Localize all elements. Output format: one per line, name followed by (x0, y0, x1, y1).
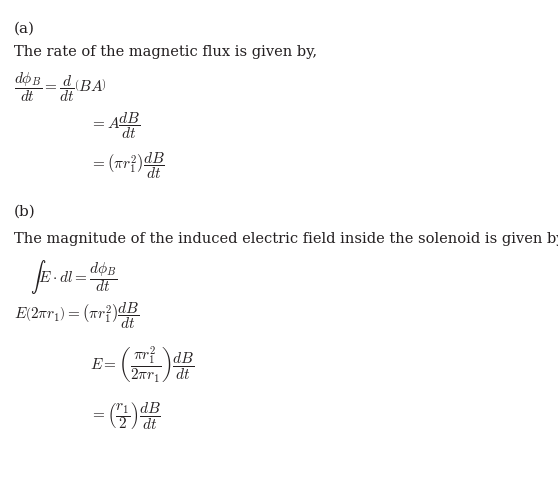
Text: $= A\dfrac{dB}{dt}$: $= A\dfrac{dB}{dt}$ (90, 110, 140, 141)
Text: $E = \left(\dfrac{\pi r_1^2}{2\pi r_1}\right)\dfrac{dB}{dt}$: $E = \left(\dfrac{\pi r_1^2}{2\pi r_1}\r… (90, 345, 195, 386)
Text: $= \left(\pi r_1^2\right)\dfrac{dB}{dt}$: $= \left(\pi r_1^2\right)\dfrac{dB}{dt}$ (90, 150, 165, 181)
Text: $\dfrac{d\phi_B}{dt} = \dfrac{d}{dt}\left(BA\right)$: $\dfrac{d\phi_B}{dt} = \dfrac{d}{dt}\lef… (14, 70, 107, 104)
Text: The magnitude of the induced electric field inside the solenoid is given by,: The magnitude of the induced electric fi… (14, 232, 558, 246)
Text: The rate of the magnetic flux is given by,: The rate of the magnetic flux is given b… (14, 45, 317, 59)
Text: $\int E \cdot dl = \dfrac{d\phi_B}{dt}$: $\int E \cdot dl = \dfrac{d\phi_B}{dt}$ (30, 258, 117, 296)
Text: (b): (b) (14, 205, 36, 219)
Text: $= \left(\dfrac{r_1}{2}\right)\dfrac{dB}{dt}$: $= \left(\dfrac{r_1}{2}\right)\dfrac{dB}… (90, 400, 161, 431)
Text: $E\left(2\pi r_1\right) = \left(\pi r_1^2\right)\dfrac{dB}{dt}$: $E\left(2\pi r_1\right) = \left(\pi r_1^… (14, 300, 140, 331)
Text: (a): (a) (14, 22, 35, 36)
